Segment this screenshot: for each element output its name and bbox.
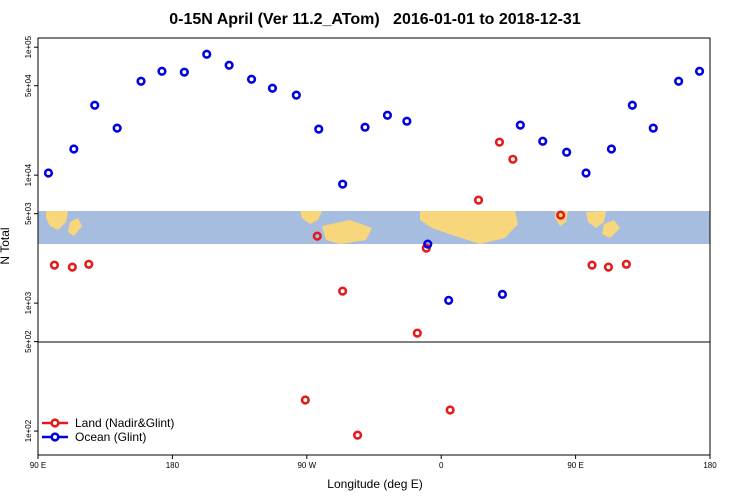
data-point — [621, 259, 631, 269]
data-point — [581, 168, 591, 178]
data-point — [90, 100, 100, 110]
legend-label: Ocean (Glint) — [75, 430, 146, 444]
data-point — [444, 295, 454, 305]
x-tick-label: 90 E — [30, 461, 46, 470]
data-point — [300, 395, 310, 405]
map-band — [38, 211, 710, 244]
data-point — [224, 60, 234, 70]
data-point — [402, 116, 412, 126]
y-tick-label: 5e+04 — [24, 74, 33, 97]
legend-marker — [50, 418, 60, 428]
data-point — [412, 328, 422, 338]
data-point — [43, 168, 54, 178]
x-tick-label: 90 W — [297, 461, 316, 470]
y-tick-label: 5e+02 — [24, 330, 33, 353]
x-axis-label: Longitude (deg E) — [327, 477, 422, 491]
y-tick-label: 1e+05 — [24, 35, 33, 58]
y-tick-label: 1e+02 — [24, 419, 33, 442]
data-point — [157, 66, 167, 76]
data-point — [202, 49, 212, 59]
data-point — [606, 144, 617, 154]
x-tick-label: 90 E — [567, 461, 583, 470]
data-point — [562, 147, 572, 157]
legend-marker — [50, 432, 60, 442]
data-point — [69, 144, 79, 154]
data-point — [538, 136, 548, 146]
data-point — [360, 122, 370, 132]
data-point — [312, 231, 322, 241]
x-tick-label: 180 — [703, 461, 717, 470]
data-point — [338, 286, 348, 296]
data-point — [84, 259, 94, 269]
data-point — [587, 260, 597, 270]
data-point — [603, 262, 614, 272]
chart-title: 0-15N April (Ver 11.2_ATom) 2016-01-01 t… — [169, 11, 581, 28]
y-tick-label: 5e+03 — [24, 202, 33, 225]
y-axis-label: N Total — [0, 227, 12, 264]
data-point — [314, 124, 324, 134]
data-point — [694, 66, 705, 76]
data-point — [508, 154, 518, 164]
data-point — [67, 262, 77, 272]
data-point — [112, 123, 122, 133]
data-point — [338, 179, 348, 189]
data-point — [49, 260, 60, 270]
data-point — [648, 123, 658, 133]
data-point — [627, 100, 637, 110]
y-tick-label: 1e+04 — [24, 163, 33, 186]
data-point — [423, 239, 433, 249]
data-point — [291, 90, 301, 100]
data-point — [382, 110, 393, 120]
legend-label: Land (Nadir&Glint) — [75, 416, 174, 430]
data-point — [556, 210, 566, 220]
data-point — [445, 405, 455, 415]
data-point — [246, 74, 257, 84]
data-point — [352, 430, 363, 440]
data-point — [136, 76, 146, 86]
data-point — [497, 289, 508, 299]
data-point — [473, 195, 484, 205]
x-tick-label: 0 — [439, 461, 444, 470]
data-point — [267, 83, 278, 93]
data-point — [674, 76, 684, 86]
data-point — [494, 137, 505, 147]
data-point — [179, 67, 189, 77]
x-tick-label: 180 — [166, 461, 180, 470]
data-point — [515, 120, 525, 130]
y-tick-label: 1e+03 — [24, 291, 33, 314]
plot-frame — [37, 37, 711, 456]
